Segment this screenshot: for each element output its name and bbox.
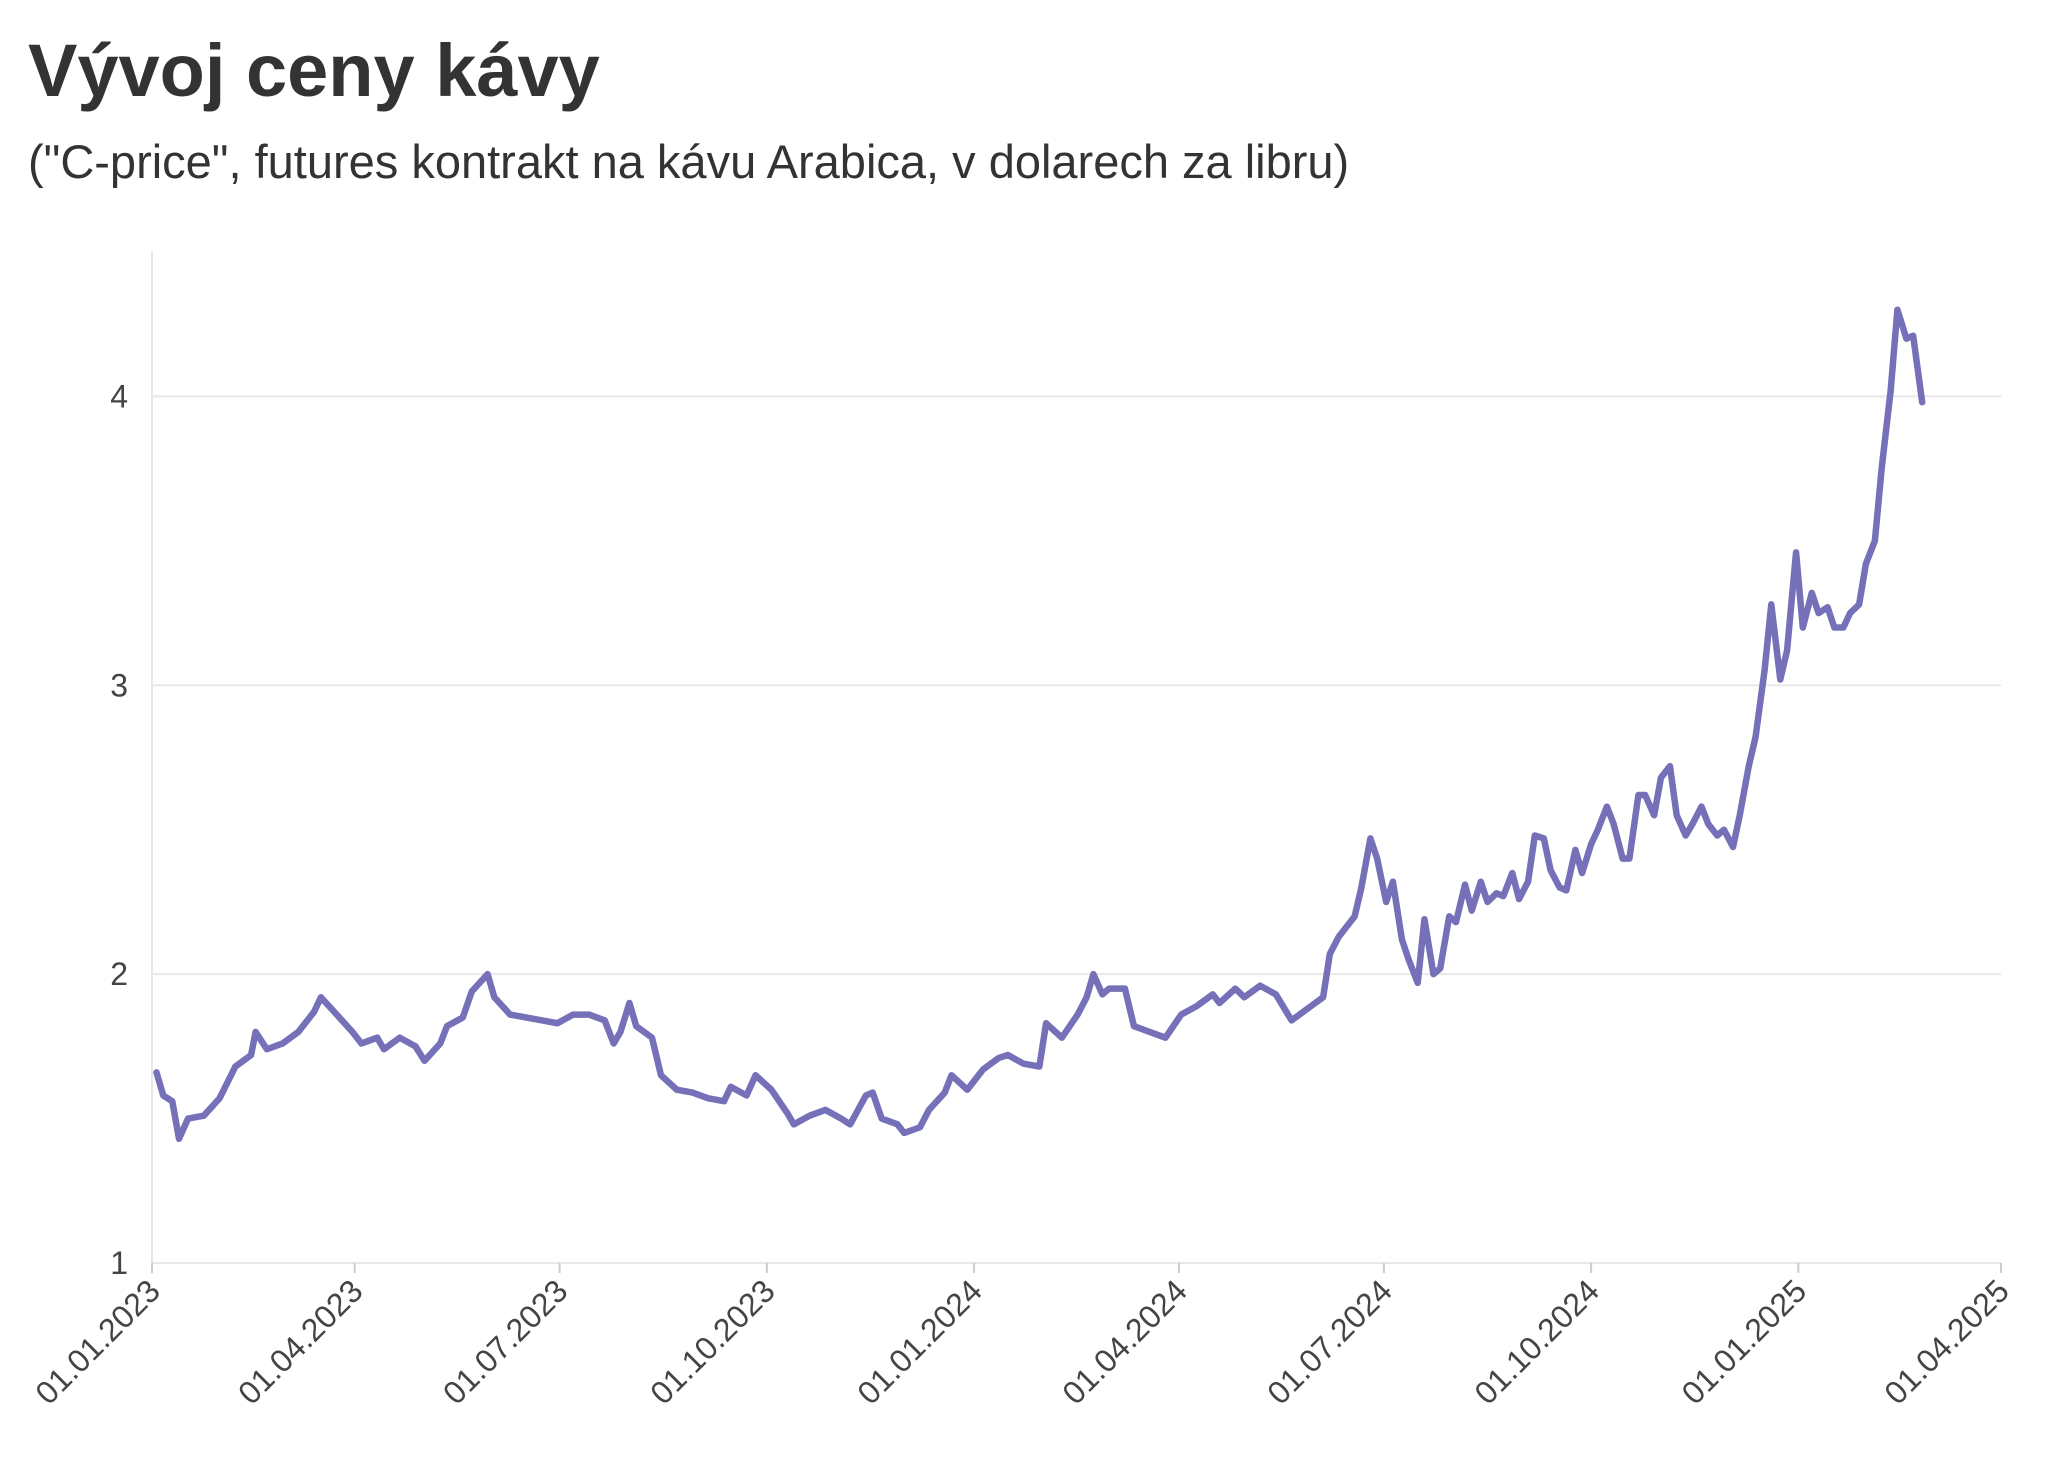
x-tick-label: 01.04.2025 (1877, 1272, 2016, 1411)
chart-subtitle: ("C-price", futures kontrakt na kávu Ara… (28, 135, 1349, 188)
y-tick-label: 2 (110, 956, 128, 992)
x-tick-label: 01.07.2023 (436, 1272, 575, 1411)
x-tick-label: 01.01.2025 (1675, 1272, 1814, 1411)
y-tick-label: 3 (110, 667, 128, 703)
y-tick-label: 1 (110, 1245, 128, 1281)
x-tick-label: 01.04.2024 (1055, 1272, 1194, 1411)
x-tick-label: 01.10.2024 (1467, 1272, 1606, 1411)
x-tick-label: 01.01.2024 (850, 1272, 989, 1411)
chart-title: Vývoj ceny kávy (28, 29, 600, 112)
price-line (153, 306, 1926, 1143)
y-tick-label: 4 (110, 378, 128, 414)
x-tick-label: 01.07.2024 (1260, 1272, 1399, 1411)
x-tick-label: 01.01.2023 (28, 1272, 167, 1411)
x-tick-label: 01.04.2023 (231, 1272, 370, 1411)
x-tick-label: 01.10.2023 (643, 1272, 782, 1411)
